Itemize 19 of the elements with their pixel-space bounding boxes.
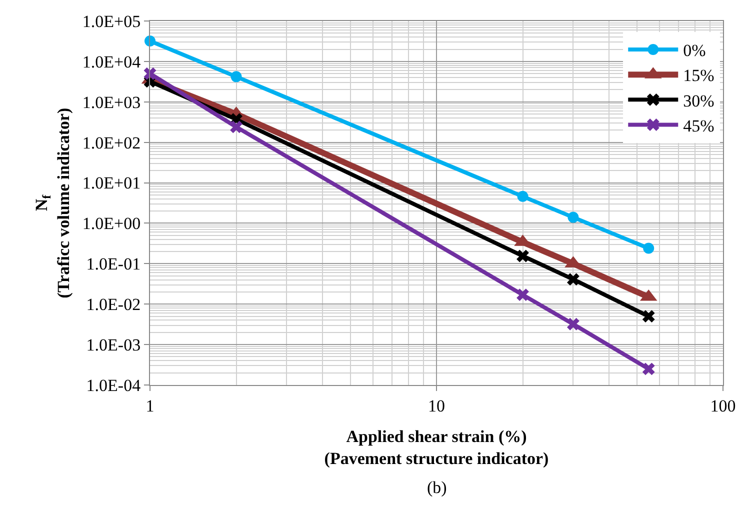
legend-label: 0% — [683, 41, 706, 60]
x-axis-title: Applied shear strain (%) (Pavement structure indicator) — [324, 426, 549, 468]
y-tick-label: 1.0E+05 — [82, 12, 141, 31]
legend-label: 45% — [683, 116, 714, 136]
y-tick-label: 1.0E+00 — [82, 214, 141, 234]
y-tick-label: 1.0E+04 — [82, 52, 142, 72]
text: (b) — [427, 478, 447, 497]
y-tick-label: 1.0E-01 — [86, 254, 141, 274]
y-tick-label: 1.0E+01 — [82, 174, 141, 193]
x-tick-label: 100 — [710, 396, 736, 416]
y-tick-label: 1.0E+03 — [82, 92, 141, 112]
x-tick-label: 10 — [428, 396, 445, 416]
x-tick-label: 1 — [146, 396, 154, 416]
y-tick-label: 1.0E-03 — [86, 336, 141, 355]
y-tick-label: 1.0E-02 — [86, 295, 141, 314]
y-tick-label: 1.0E-04 — [86, 376, 142, 395]
legend-label: 15% — [683, 66, 714, 86]
y-tick-label: 1.0E+02 — [82, 133, 141, 152]
legend-label: 30% — [683, 91, 714, 110]
